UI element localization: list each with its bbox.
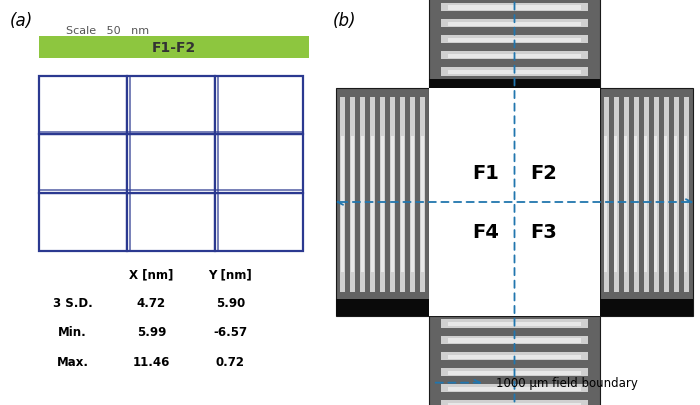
Bar — [341, 137, 344, 273]
Bar — [634, 137, 637, 273]
Bar — [664, 98, 668, 292]
Text: X [nm]: X [nm] — [130, 267, 174, 280]
Bar — [421, 137, 424, 273]
Bar — [624, 98, 629, 292]
Bar — [441, 352, 588, 360]
Bar — [381, 137, 384, 273]
Bar — [654, 98, 659, 292]
Bar — [441, 52, 588, 60]
Bar — [127, 135, 215, 193]
Bar — [449, 39, 580, 43]
Bar — [371, 137, 374, 273]
Bar — [127, 193, 215, 251]
Bar — [337, 299, 429, 316]
Text: 5.99: 5.99 — [136, 326, 166, 339]
Bar — [449, 339, 580, 343]
Bar — [39, 193, 127, 251]
Text: (a): (a) — [10, 12, 33, 30]
Bar — [127, 77, 215, 135]
Text: F1: F1 — [472, 164, 499, 183]
Text: Y [nm]: Y [nm] — [209, 267, 252, 280]
Bar — [441, 20, 588, 28]
Bar — [360, 137, 364, 273]
Bar — [449, 371, 580, 375]
Text: Scale   50   nm: Scale 50 nm — [66, 26, 149, 36]
Bar — [420, 98, 426, 292]
Bar — [370, 98, 375, 292]
Bar — [684, 98, 689, 292]
Text: F2: F2 — [530, 164, 557, 183]
Bar — [390, 98, 395, 292]
Text: F3: F3 — [530, 222, 557, 241]
Bar — [340, 98, 345, 292]
Bar — [429, 0, 600, 89]
Bar — [673, 98, 679, 292]
Bar — [215, 135, 302, 193]
Bar — [449, 55, 580, 59]
Bar — [600, 299, 692, 316]
Bar — [411, 137, 414, 273]
Bar — [603, 98, 609, 292]
Bar — [634, 98, 639, 292]
Bar — [604, 137, 607, 273]
Bar — [644, 137, 648, 273]
Bar — [449, 403, 580, 405]
Bar — [441, 320, 588, 328]
Text: (b): (b) — [332, 12, 356, 30]
Bar — [410, 98, 415, 292]
Bar — [441, 336, 588, 344]
Text: Max.: Max. — [57, 355, 88, 368]
Bar — [429, 89, 600, 316]
Bar — [215, 77, 302, 135]
Bar — [400, 137, 404, 273]
Bar — [449, 355, 580, 359]
Bar — [380, 98, 386, 292]
Bar — [643, 98, 649, 292]
Text: -6.57: -6.57 — [214, 326, 247, 339]
Text: 5.90: 5.90 — [216, 296, 245, 309]
Bar — [664, 137, 667, 273]
Bar — [449, 71, 580, 75]
Bar — [441, 384, 588, 392]
Bar — [441, 400, 588, 405]
Bar — [684, 137, 687, 273]
Bar — [600, 89, 692, 316]
Bar — [614, 98, 619, 292]
Text: 4.72: 4.72 — [136, 296, 166, 309]
Bar — [360, 98, 365, 292]
Text: 0.72: 0.72 — [216, 355, 245, 368]
Text: F1-F2: F1-F2 — [152, 41, 197, 55]
Bar — [39, 77, 127, 135]
Bar — [429, 80, 600, 89]
Bar — [441, 68, 588, 76]
Text: 1000 μm field boundary: 1000 μm field boundary — [496, 376, 638, 389]
Text: 3 S.D.: 3 S.D. — [52, 296, 92, 309]
Bar — [429, 316, 600, 405]
Bar — [624, 137, 627, 273]
Bar — [39, 135, 127, 193]
Bar — [674, 137, 678, 273]
Bar — [654, 137, 657, 273]
Bar — [351, 137, 354, 273]
Bar — [337, 89, 429, 316]
Text: F4: F4 — [472, 222, 499, 241]
Bar — [441, 368, 588, 376]
Bar — [400, 98, 405, 292]
Bar — [350, 98, 356, 292]
Bar — [449, 6, 580, 11]
Text: Min.: Min. — [58, 326, 87, 339]
Bar — [449, 23, 580, 27]
Bar — [449, 322, 580, 326]
Text: 11.46: 11.46 — [133, 355, 170, 368]
Bar — [441, 4, 588, 12]
Bar — [391, 137, 394, 273]
Bar — [39, 37, 309, 59]
Bar — [449, 387, 580, 391]
Bar — [614, 137, 617, 273]
Bar — [441, 36, 588, 44]
Bar — [215, 193, 302, 251]
